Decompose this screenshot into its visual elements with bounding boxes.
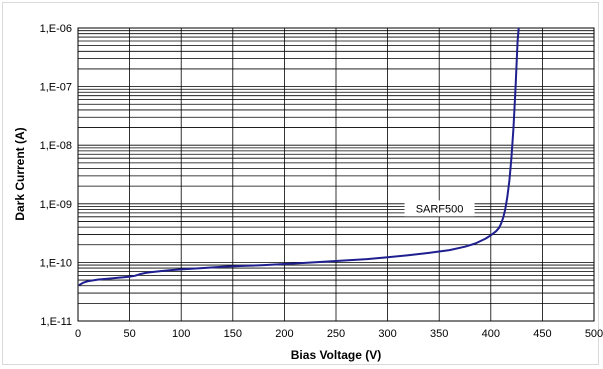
- y-tick-label: 1,E-09: [40, 199, 72, 211]
- x-axis-ticks: 0 50 100 150 200 250 300 350 400 450 500: [75, 328, 603, 340]
- x-tick-label: 400: [482, 328, 500, 340]
- x-axis-title: Bias Voltage (V): [291, 348, 381, 362]
- y-tick-label: 1,E-11: [40, 316, 72, 328]
- x-tick-label: 150: [224, 328, 242, 340]
- x-tick-label: 0: [75, 328, 81, 340]
- y-tick-label: 1,E-06: [40, 23, 72, 35]
- y-axis-ticks: 1,E-11 1,E-10 1,E-09 1,E-08 1,E-07 1,E-06: [40, 23, 72, 328]
- y-tick-label: 1,E-07: [40, 82, 72, 94]
- series-layer: [78, 28, 520, 286]
- x-tick-label: 500: [585, 328, 603, 340]
- x-tick-label: 250: [327, 328, 345, 340]
- x-tick-label: 450: [533, 328, 551, 340]
- annotation-layer: SARF500: [404, 200, 475, 217]
- series-line-sarf500: [78, 28, 520, 286]
- x-tick-label: 50: [123, 328, 135, 340]
- series-annotation-label: SARF500: [416, 203, 464, 215]
- plot-area-border: [77, 27, 595, 322]
- y-axis-title: Dark Current (A): [13, 127, 27, 220]
- y-tick-label: 1,E-10: [40, 257, 72, 269]
- x-tick-label: 200: [275, 328, 293, 340]
- x-tick-label: 350: [430, 328, 448, 340]
- annotation-box: [404, 200, 475, 217]
- y-tick-label: 1,E-08: [40, 140, 72, 152]
- chart-frame: [2, 2, 599, 365]
- x-tick-label: 100: [172, 328, 190, 340]
- x-tick-label: 300: [378, 328, 396, 340]
